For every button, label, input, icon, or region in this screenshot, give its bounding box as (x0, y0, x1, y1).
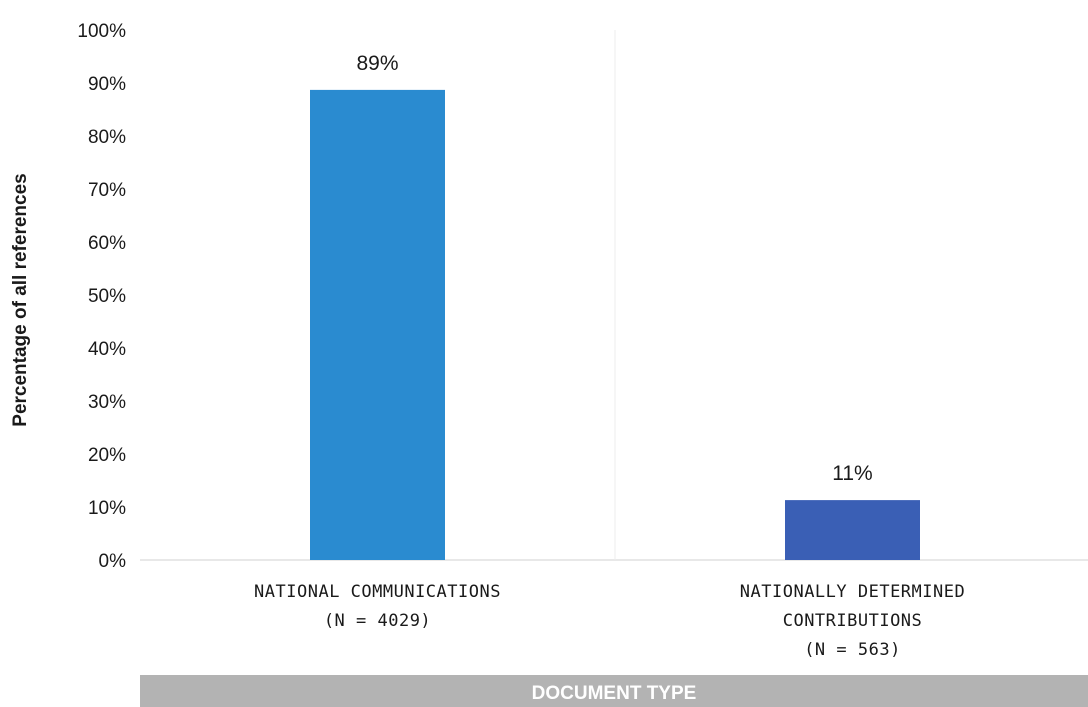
y-tick-label: 20% (88, 445, 126, 466)
category-label: (N = 563) (804, 640, 901, 660)
y-tick-label: 90% (88, 74, 126, 95)
y-axis-label-group: Percentage of all references (10, 173, 31, 426)
data-label: 11% (832, 462, 872, 485)
category-label: (N = 4029) (324, 611, 431, 631)
bar (785, 500, 920, 560)
y-tick-label: 30% (88, 392, 126, 413)
x-axis-band: DOCUMENT TYPE (140, 675, 1088, 707)
bars (310, 89, 920, 560)
y-tick-label: 60% (88, 233, 126, 254)
x-axis-band-background (140, 675, 1088, 707)
data-labels: 89% 11% (356, 52, 872, 485)
y-tick-label: 100% (77, 21, 126, 42)
category-label: CONTRIBUTIONS (783, 611, 923, 631)
y-tick-label: 10% (88, 498, 126, 519)
category-label: NATIONALLY DETERMINED (740, 582, 965, 602)
y-tick-label: 70% (88, 180, 126, 201)
category-labels: NATIONAL COMMUNICATIONS (N = 4029) NATIONA… (254, 582, 965, 660)
y-tick-label: 40% (88, 339, 126, 360)
y-tick-label: 80% (88, 127, 126, 148)
plot-lines (140, 30, 1088, 561)
y-tick-label: 50% (88, 286, 126, 307)
bar (310, 89, 445, 560)
y-tick-label: 0% (99, 551, 127, 572)
y-axis-label: Percentage of all references (10, 173, 31, 426)
category-label: NATIONAL COMMUNICATIONS (254, 582, 501, 602)
x-axis-label: DOCUMENT TYPE (532, 683, 697, 704)
data-label: 89% (356, 52, 398, 75)
y-axis-ticks: 0% 10% 20% 30% 40% 50% 60% 70% 80% 90% 100% (77, 21, 126, 572)
